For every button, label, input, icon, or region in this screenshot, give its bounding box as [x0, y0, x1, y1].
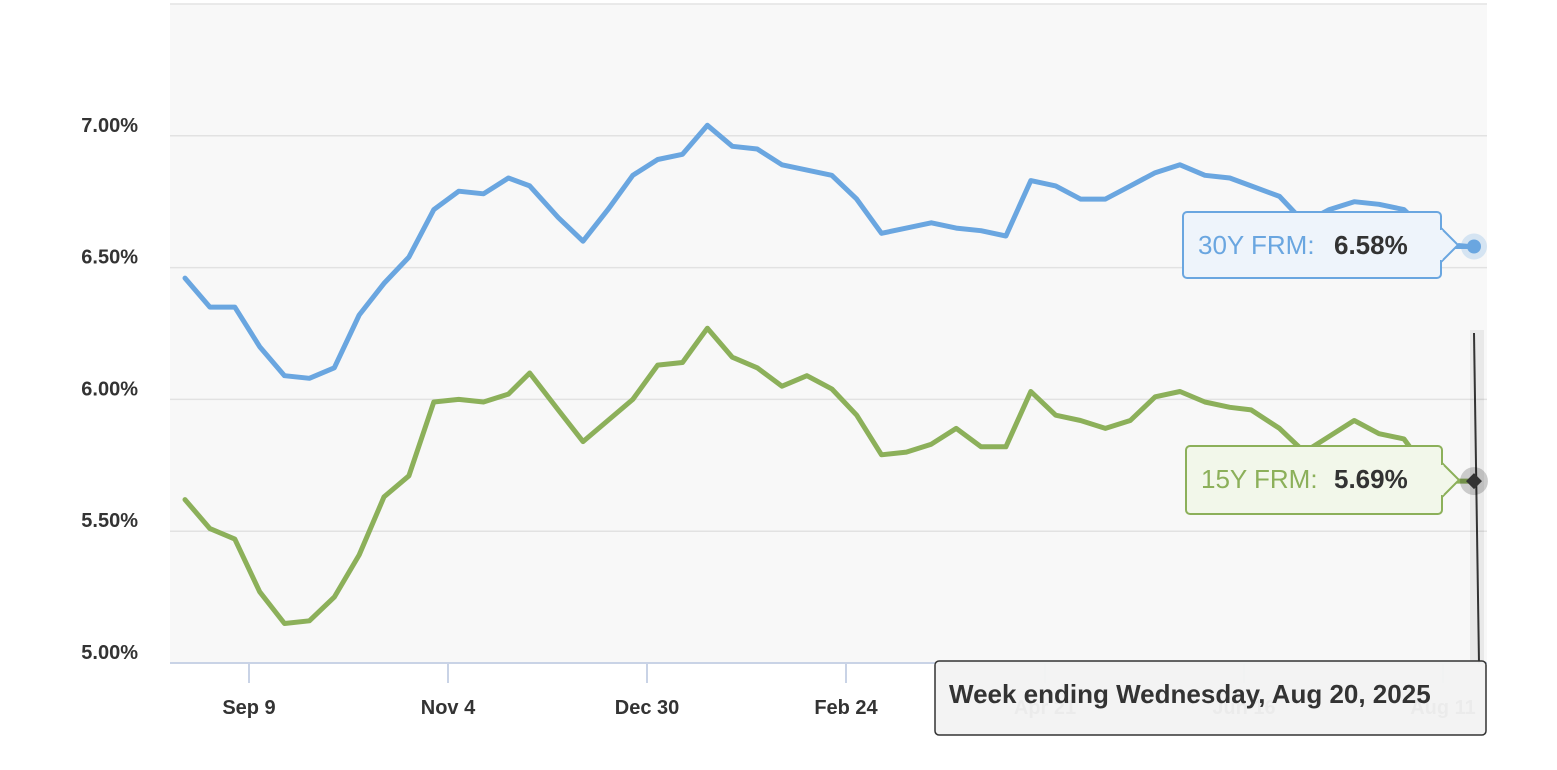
crosshair [1470, 330, 1484, 664]
tooltip-15y-label: 15Y FRM: [1201, 464, 1318, 494]
series-line-30y-frm [182, 122, 1477, 381]
tooltip-15y-value: 5.69% [1334, 464, 1408, 494]
tooltip-date-text: Week ending Wednesday, Aug 20, 2025 [949, 679, 1431, 709]
x-tick-label: Sep 9 [222, 697, 275, 719]
hover-markers [1460, 233, 1488, 496]
x-tick-label: Feb 24 [814, 697, 878, 719]
y-tick-label: 6.50% [81, 247, 138, 269]
tooltip-15y: 15Y FRM: 5.69% [1185, 445, 1461, 515]
x-tick-label: Dec 30 [615, 697, 680, 719]
y-tick-label: 5.50% [81, 510, 138, 532]
plot-background [170, 4, 1487, 663]
series-lines [182, 122, 1477, 626]
series-line-15y-frm [182, 325, 1477, 626]
y-tick-label: 7.00% [81, 115, 138, 137]
marker-15y [1466, 473, 1482, 490]
tooltip-date: Week ending Wednesday, Aug 20, 2025 [934, 660, 1487, 736]
crosshair-line [1473, 332, 1480, 664]
tooltip-30y: 30Y FRM: 6.58% [1182, 211, 1475, 279]
tooltip-30y-value: 6.58% [1334, 230, 1408, 260]
y-tick-label: 6.00% [81, 378, 138, 400]
tooltip-date-box [934, 660, 1487, 736]
y-axis-ticks: 5.00% 5.50% 6.00% 6.50% 7.00% [81, 115, 138, 664]
tooltip-15y-pointer [1441, 462, 1461, 498]
marker-30y [1467, 239, 1481, 254]
tooltip-30y-label: 30Y FRM: [1198, 230, 1315, 260]
x-tick-label: Nov 4 [421, 697, 476, 719]
y-tick-label: 5.00% [81, 642, 138, 664]
